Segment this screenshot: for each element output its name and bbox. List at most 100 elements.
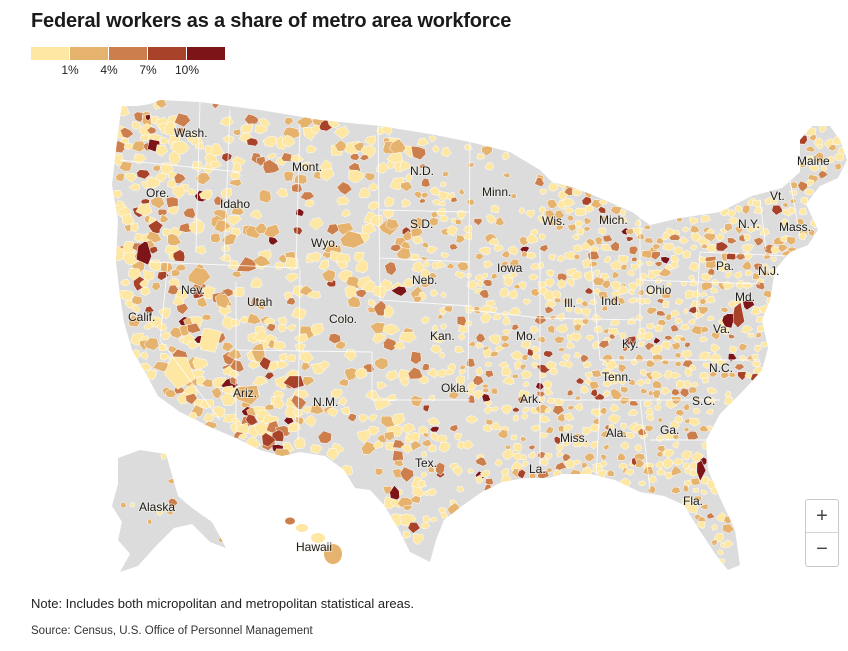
metro-area[interactable] [798, 207, 808, 216]
metro-area[interactable] [474, 456, 488, 467]
metro-area[interactable] [310, 444, 323, 454]
metro-area[interactable] [510, 350, 525, 361]
metro-area[interactable] [728, 333, 736, 340]
metro-area[interactable] [573, 323, 582, 332]
metro-area[interactable] [131, 295, 143, 306]
metro-area[interactable] [463, 232, 473, 241]
metro-area[interactable] [196, 296, 208, 308]
metro-area[interactable] [827, 155, 835, 164]
metro-area[interactable] [338, 378, 349, 387]
metro-area[interactable] [194, 142, 205, 150]
metro-area[interactable] [689, 244, 698, 251]
metro-area[interactable] [629, 400, 640, 407]
metro-area[interactable] [443, 305, 453, 313]
metro-area[interactable] [624, 468, 635, 477]
metro-area[interactable] [436, 260, 447, 269]
metro-area[interactable] [432, 199, 442, 206]
metro-area[interactable] [759, 228, 771, 236]
metro-area[interactable] [266, 323, 276, 332]
metro-area[interactable] [593, 326, 603, 334]
metro-area[interactable] [402, 504, 413, 511]
metro-area[interactable] [637, 340, 645, 347]
metro-area[interactable] [644, 288, 655, 297]
metro-area[interactable] [684, 368, 692, 378]
metro-area[interactable] [557, 278, 567, 290]
metro-area[interactable] [698, 424, 710, 433]
metro-area[interactable] [518, 236, 529, 247]
metro-area[interactable] [372, 440, 384, 449]
metro-area[interactable] [291, 307, 307, 320]
metro-area[interactable] [145, 369, 157, 381]
metro-area[interactable] [421, 191, 430, 199]
metro-area[interactable] [583, 226, 591, 233]
metro-area[interactable] [538, 206, 546, 215]
metro-area[interactable] [679, 236, 689, 245]
metro-area[interactable] [584, 204, 595, 213]
metro-area[interactable] [510, 434, 518, 441]
metro-area[interactable] [580, 385, 590, 394]
metro-area[interactable] [412, 235, 424, 245]
metro-area[interactable] [375, 467, 384, 476]
metro-area[interactable] [147, 518, 153, 525]
metro-area[interactable] [619, 430, 627, 438]
metro-area[interactable] [734, 205, 743, 213]
metro-area[interactable] [711, 287, 719, 294]
metro-area[interactable] [612, 271, 620, 279]
metro-area[interactable] [566, 223, 577, 232]
metro-area[interactable] [258, 189, 272, 204]
metro-area[interactable] [549, 367, 558, 376]
metro-area[interactable] [646, 260, 655, 267]
metro-area[interactable] [700, 489, 708, 495]
metro-area[interactable] [696, 521, 706, 530]
metro-area[interactable] [407, 366, 424, 380]
metro-area[interactable] [168, 498, 179, 508]
metro-area[interactable] [786, 236, 797, 246]
metro-area[interactable] [513, 414, 519, 422]
metro-area[interactable] [583, 452, 596, 462]
metro-area[interactable] [202, 285, 216, 299]
metro-area[interactable] [567, 404, 575, 411]
metro-area[interactable] [594, 269, 601, 277]
metro-area[interactable] [125, 172, 138, 183]
metro-area[interactable] [191, 160, 204, 173]
metro-area[interactable] [273, 394, 285, 410]
metro-area[interactable] [264, 372, 275, 381]
metro-area[interactable] [656, 298, 665, 305]
metro-area[interactable] [530, 424, 541, 432]
metro-area[interactable] [605, 359, 619, 371]
metro-area[interactable] [429, 289, 439, 298]
metro-area[interactable] [631, 457, 637, 466]
metro-area[interactable] [579, 241, 592, 251]
metro-area[interactable] [765, 297, 775, 304]
metro-area[interactable] [656, 451, 664, 458]
metro-area[interactable] [570, 270, 582, 280]
metro-area[interactable] [317, 430, 332, 444]
metro-area[interactable] [671, 465, 683, 477]
metro-area[interactable] [159, 352, 172, 361]
metro-area[interactable] [581, 300, 589, 307]
metro-area[interactable] [140, 351, 149, 360]
metro-area[interactable] [344, 367, 358, 381]
metro-area[interactable] [432, 324, 438, 332]
metro-area[interactable] [671, 342, 681, 351]
metro-area[interactable] [112, 189, 123, 199]
metro-area[interactable] [334, 125, 350, 140]
metro-area[interactable] [501, 448, 514, 460]
metro-area[interactable] [210, 232, 221, 244]
metro-area[interactable] [371, 286, 387, 299]
metro-area[interactable] [660, 290, 672, 299]
metro-area[interactable] [648, 475, 657, 484]
metro-area[interactable] [750, 373, 763, 383]
metro-area[interactable] [201, 313, 212, 321]
metro-area[interactable] [700, 325, 710, 334]
metro-area[interactable] [431, 144, 440, 153]
metro-area[interactable] [696, 459, 707, 482]
metro-area[interactable] [692, 290, 700, 298]
metro-area[interactable] [528, 451, 536, 459]
metro-area[interactable] [682, 403, 690, 411]
metro-area[interactable] [441, 512, 449, 519]
metro-area[interactable] [703, 362, 711, 370]
metro-area[interactable] [413, 191, 422, 199]
metro-area[interactable] [656, 310, 667, 317]
metro-area[interactable] [268, 360, 279, 372]
